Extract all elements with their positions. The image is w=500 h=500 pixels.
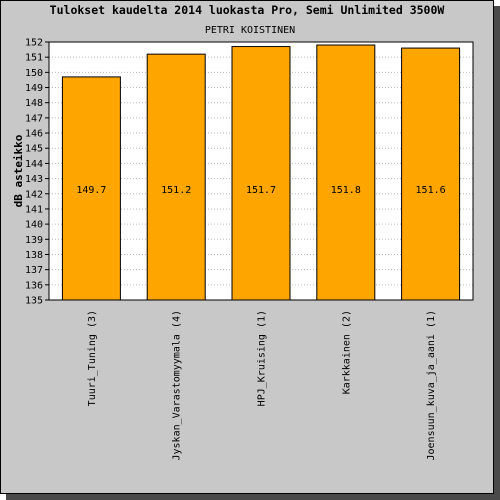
x-tick-label: Jyskan_Varastomyymala (4) bbox=[172, 310, 183, 461]
value-labels: 149.7 151.2 151.7 151.8 151.6 bbox=[76, 185, 445, 196]
value-label: 151.7 bbox=[246, 185, 276, 196]
y-tick-label: 142 bbox=[25, 189, 43, 200]
y-tick-label: 150 bbox=[25, 68, 43, 79]
y-tick-label: 152 bbox=[25, 38, 43, 49]
bar bbox=[146, 53, 206, 301]
y-tick-label: 135 bbox=[25, 296, 43, 307]
y-tick-label: 136 bbox=[25, 280, 43, 291]
y-axis-ticks: 135 136 137 138 139 140 141 142 143 144 145 146 147 1… bbox=[25, 38, 49, 307]
y-tick-label: 146 bbox=[25, 129, 43, 140]
y-tick-label: 138 bbox=[25, 250, 43, 261]
x-tick-label: HPJ_Kruising (1) bbox=[257, 310, 268, 406]
y-tick-label: 145 bbox=[25, 144, 43, 155]
frame-shadow-bottom bbox=[6, 494, 500, 500]
x-tick-label: Karkkainen (2) bbox=[341, 310, 352, 394]
y-tick-label: 140 bbox=[25, 220, 43, 231]
bar bbox=[231, 46, 291, 301]
x-tick-label: Joensuun_kuva_ja_aani (1) bbox=[426, 310, 437, 461]
y-tick-label: 151 bbox=[25, 53, 43, 64]
bar bbox=[316, 44, 376, 301]
y-tick-label: 137 bbox=[25, 265, 43, 276]
value-label: 151.8 bbox=[331, 185, 361, 196]
y-tick-label: 141 bbox=[25, 204, 43, 215]
y-tick-label: 149 bbox=[25, 83, 43, 94]
y-tick-label: 144 bbox=[25, 159, 43, 170]
y-tick-label: 147 bbox=[25, 113, 43, 124]
chart-title: Tulokset kaudelta 2014 luokasta Pro, Sem… bbox=[50, 3, 445, 17]
y-tick-label: 143 bbox=[25, 174, 43, 185]
x-tick-label: Tuuri_Tuning (3) bbox=[87, 310, 98, 406]
plot-border bbox=[48, 41, 474, 301]
frame-shadow-right bbox=[494, 6, 500, 500]
y-axis-label: dB asteikko bbox=[12, 134, 25, 207]
y-tick-label: 139 bbox=[25, 235, 43, 246]
chart-subtitle: PETRI KOISTINEN bbox=[205, 25, 295, 36]
bar bbox=[401, 47, 461, 301]
value-label: 151.2 bbox=[161, 185, 191, 196]
value-label: 151.6 bbox=[416, 185, 446, 196]
value-label: 149.7 bbox=[76, 185, 106, 196]
x-axis-labels: Tuuri_Tuning (3) Jyskan_Varastomyymala (4… bbox=[87, 310, 437, 461]
y-tick-label: 148 bbox=[25, 98, 43, 109]
